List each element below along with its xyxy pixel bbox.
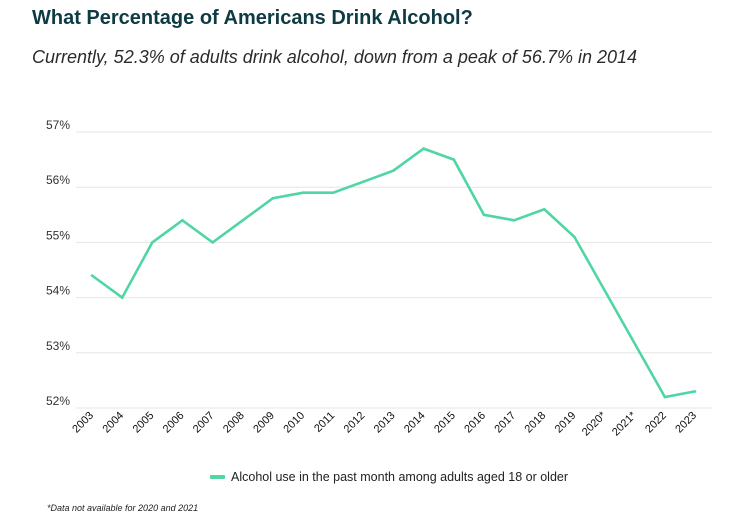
data-point <box>151 241 154 244</box>
y-tick-label: 56% <box>46 173 70 187</box>
x-tick-label: 2009 <box>251 410 277 436</box>
x-tick-label: 2007 <box>191 410 217 436</box>
data-point <box>362 180 365 183</box>
x-tick-label: 2014 <box>402 410 428 436</box>
data-point <box>392 169 395 172</box>
data-point <box>120 296 124 299</box>
x-tick-label: 2021* <box>610 409 639 438</box>
data-point <box>422 147 425 150</box>
x-tick-label: 2005 <box>131 410 157 436</box>
y-tick-label: 52% <box>46 394 70 408</box>
data-point <box>573 235 576 239</box>
x-axis-tick-labels: 2003 2004 2005 2006 2007 2008 2009 2010 2011 2012… <box>70 409 699 438</box>
data-point <box>181 219 184 222</box>
data-point <box>512 219 516 222</box>
x-tick-label: 2015 <box>432 410 458 436</box>
x-tick-label: 2019 <box>553 410 579 436</box>
x-tick-label: 2008 <box>221 410 247 436</box>
data-point <box>90 274 94 277</box>
data-point <box>211 241 214 244</box>
y-tick-label: 53% <box>46 339 70 353</box>
series-layer <box>90 147 697 399</box>
chart-subtitle: Currently, 52.3% of adults drink alcohol… <box>32 47 638 67</box>
data-point <box>663 395 667 399</box>
x-tick-label: 2011 <box>312 410 337 435</box>
x-tick-label: 2018 <box>523 410 549 436</box>
x-tick-label: 2017 <box>492 410 518 436</box>
x-tick-label: 2003 <box>70 410 96 436</box>
x-tick-label: 2013 <box>372 410 398 436</box>
data-point <box>301 191 305 195</box>
chart-title: What Percentage of Americans Drink Alcoh… <box>32 7 473 29</box>
x-tick-label: 2012 <box>342 410 368 436</box>
y-tick-label: 57% <box>46 118 70 132</box>
data-point <box>482 213 486 217</box>
data-point <box>693 390 697 393</box>
data-point <box>331 191 335 195</box>
legend: Alcohol use in the past month among adul… <box>210 470 568 484</box>
x-tick-label: 2006 <box>161 410 187 436</box>
x-tick-label: 2020* <box>580 409 609 438</box>
y-tick-label: 55% <box>46 228 70 242</box>
data-point <box>542 207 546 211</box>
x-tick-label: 2023 <box>673 410 699 436</box>
x-tick-label: 2010 <box>281 410 307 436</box>
series-line <box>91 147 696 399</box>
data-point <box>452 158 456 161</box>
legend-label: Alcohol use in the past month among adul… <box>231 470 569 484</box>
data-point <box>271 196 275 200</box>
line-chart: 52%53%54%55%56%57% 2003 2004 2005 2006 2007 2… <box>46 118 712 438</box>
legend-swatch <box>210 475 225 479</box>
x-tick-label: 2004 <box>100 410 126 436</box>
x-tick-label: 2022 <box>643 410 669 436</box>
footnote: *Data not available for 2020 and 2021 <box>47 503 199 513</box>
data-point <box>241 219 245 222</box>
y-tick-label: 54% <box>46 284 70 298</box>
y-axis-tick-labels: 52% 53% 54% 55% 56% 57% <box>46 118 70 408</box>
gridlines <box>76 131 712 409</box>
x-tick-label: 2016 <box>462 410 488 436</box>
